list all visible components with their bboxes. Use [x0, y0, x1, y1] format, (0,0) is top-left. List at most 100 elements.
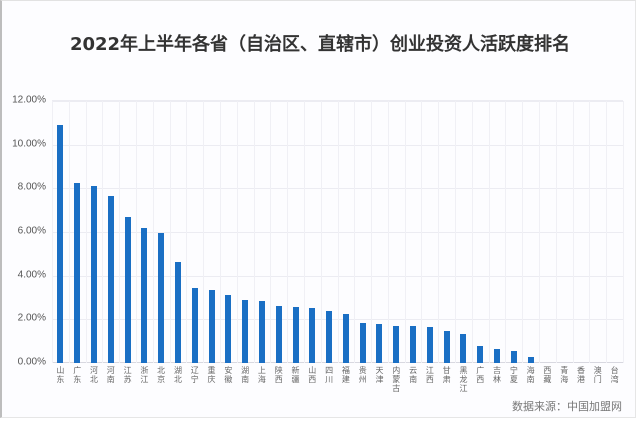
- gridline-vertical: [555, 101, 557, 363]
- bar-内蒙古: [393, 326, 400, 363]
- bar-山西: [309, 308, 316, 363]
- bar-江苏: [124, 216, 131, 363]
- x-tick-label: 云南: [409, 366, 418, 384]
- x-tick-label: 台湾: [610, 366, 619, 384]
- x-tick-label: 山东: [56, 366, 65, 384]
- gridline-vertical: [135, 101, 137, 363]
- bar-江西: [426, 327, 433, 363]
- bar-重庆: [208, 290, 215, 363]
- bar-上海: [258, 301, 265, 363]
- gridline-vertical: [203, 101, 205, 363]
- x-tick-label: 广西: [476, 366, 485, 384]
- y-tick-label: 12.00%: [12, 94, 46, 106]
- gridline-vertical: [287, 101, 289, 363]
- chart-title: 2022年上半年各省（自治区、直辖市）创业投资人活跃度排名: [69, 34, 571, 55]
- bar-陕西: [275, 305, 282, 363]
- bar-辽宁: [191, 288, 198, 363]
- gridline-vertical: [421, 101, 423, 363]
- gridline-vertical: [387, 101, 389, 363]
- x-tick-label: 海南: [526, 366, 535, 384]
- x-tick-label: 新疆: [291, 366, 300, 384]
- x-tick-label: 内蒙古: [392, 366, 401, 393]
- x-tick-label: 香港: [577, 366, 585, 384]
- x-tick-label: 河南: [106, 366, 115, 384]
- bar-贵州: [359, 323, 366, 363]
- gridline-vertical: [85, 101, 87, 363]
- bar-湖北: [174, 261, 181, 363]
- y-tick-label: 2.00%: [17, 312, 46, 324]
- y-tick-label: 0.00%: [17, 356, 46, 368]
- x-tick-label: 湖南: [241, 366, 250, 384]
- gridline-vertical: [606, 101, 608, 363]
- x-tick-label: 青海: [560, 366, 569, 384]
- bar-浙江: [141, 228, 148, 363]
- x-tick-label: 上海: [257, 366, 266, 384]
- x-tick-label: 西藏: [543, 366, 552, 384]
- gridline-vertical: [488, 101, 490, 363]
- gridline-vertical: [522, 101, 524, 363]
- gridline-vertical: [119, 101, 121, 363]
- gridline-vertical: [438, 101, 440, 363]
- bar-河北: [90, 185, 97, 363]
- gridline-vertical: [219, 101, 221, 363]
- gridline-vertical: [253, 101, 255, 363]
- bar-海南: [527, 357, 534, 363]
- gridline-vertical: [169, 101, 171, 363]
- gridline-vertical: [337, 101, 339, 363]
- gridline-vertical: [52, 101, 53, 363]
- gridline-vertical: [354, 101, 356, 363]
- gridline-vertical: [455, 101, 457, 363]
- x-tick-label: 福建: [341, 366, 350, 384]
- gridline-vertical: [589, 101, 591, 363]
- gridline-vertical: [572, 101, 574, 363]
- y-tick-label: 4.00%: [17, 269, 46, 281]
- gridline-vertical: [539, 101, 541, 363]
- y-tick-label: 8.00%: [17, 181, 46, 193]
- gridline-vertical: [320, 101, 322, 363]
- x-tick-label: 陕西: [274, 366, 283, 384]
- bar-吉林: [494, 348, 501, 363]
- y-tick-label: 10.00%: [12, 138, 46, 150]
- x-tick-label: 山西: [308, 366, 317, 384]
- x-tick-label: 北京: [157, 366, 166, 384]
- bar-广东: [74, 183, 81, 363]
- bar-黑龙江: [460, 333, 467, 363]
- gridline-vertical: [102, 101, 104, 363]
- x-tick-label: 辽宁: [190, 366, 199, 384]
- y-tick-label: 6.00%: [17, 225, 46, 237]
- gridline-vertical: [505, 101, 507, 363]
- x-tick-label: 黑龙江: [459, 366, 468, 393]
- gridline-vertical: [404, 101, 406, 363]
- x-tick-label: 吉林: [493, 366, 502, 384]
- x-tick-label: 江苏: [123, 366, 132, 384]
- bar-甘肃: [443, 330, 450, 363]
- x-tick-label: 广东: [73, 366, 82, 384]
- gridline-vertical: [68, 101, 70, 363]
- gridline-vertical: [303, 101, 305, 363]
- bar-北京: [158, 232, 165, 363]
- gridline-vertical: [270, 101, 272, 363]
- x-tick-label: 甘肃: [442, 366, 451, 384]
- bar-山东: [57, 125, 64, 363]
- x-tick-label: 湖北: [173, 366, 182, 384]
- x-tick-label: 安徽: [224, 366, 233, 384]
- bar-安徽: [225, 295, 232, 363]
- x-tick-label: 宁夏: [509, 366, 518, 384]
- gridline-vertical: [623, 101, 624, 363]
- bar-广西: [477, 345, 484, 363]
- bar-天津: [376, 323, 383, 363]
- x-tick-label: 浙江: [140, 366, 149, 384]
- bar-湖南: [242, 299, 249, 363]
- x-tick-label: 重庆: [207, 366, 216, 384]
- bar-宁夏: [510, 351, 517, 363]
- x-tick-label: 四川: [325, 366, 334, 384]
- bar-新疆: [292, 306, 299, 363]
- bar-河南: [107, 195, 114, 363]
- data-source-note: 数据来源：中国加盟网: [512, 400, 622, 413]
- plot-area: [52, 100, 624, 363]
- gridline-vertical: [186, 101, 188, 363]
- bar-福建: [342, 314, 349, 363]
- x-tick-label: 江西: [425, 366, 434, 384]
- x-tick-label: 河北: [89, 366, 98, 384]
